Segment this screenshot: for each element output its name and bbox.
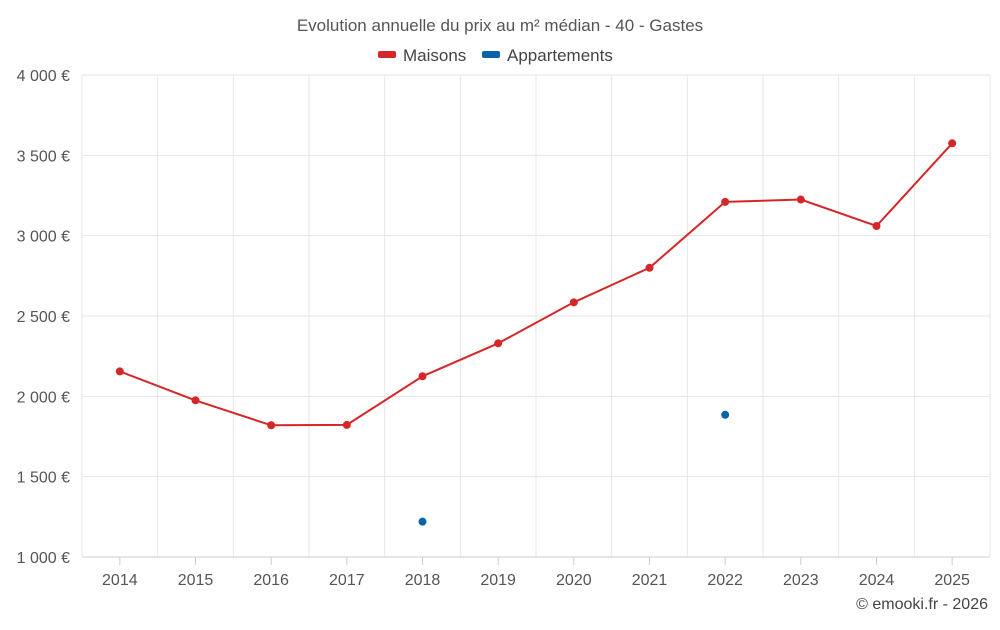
data-point-maisons-2020[interactable] — [569, 298, 578, 307]
legend-item-maisons[interactable]: Maisons — [378, 46, 466, 65]
x-tick-label: 2018 — [405, 572, 441, 589]
x-tick-label: 2017 — [329, 572, 365, 589]
x-tick-label: 2023 — [783, 572, 819, 589]
data-point-maisons-2022[interactable] — [721, 197, 730, 206]
data-point-maisons-2018[interactable] — [418, 372, 427, 381]
data-point-maisons-2017[interactable] — [342, 420, 351, 429]
credit-text: © emooki.fr - 2026 — [856, 596, 988, 613]
legend-label-appartements: Appartements — [507, 46, 613, 65]
axes: 1 000 € 1 500 € 2 000 € 2 500 € 3 000 € 3 500… — [17, 68, 990, 589]
legend-swatch-maisons — [378, 51, 396, 58]
data-point-maisons-2023[interactable] — [796, 195, 805, 204]
data-point-maisons-2019[interactable] — [494, 339, 503, 348]
x-tick-label: 2021 — [632, 572, 668, 589]
data-point-maisons-2021[interactable] — [645, 263, 654, 272]
y-tick-label: 1 000 € — [17, 550, 70, 567]
legend[interactable]: Maisons Appartements — [378, 46, 613, 65]
series — [115, 139, 957, 526]
x-tick-label: 2019 — [480, 572, 516, 589]
data-point-maisons-2015[interactable] — [191, 396, 200, 405]
legend-label-maisons: Maisons — [403, 46, 466, 65]
data-point-maisons-2016[interactable] — [267, 421, 276, 430]
series-line-maisons — [119, 142, 953, 427]
x-tick-label: 2015 — [178, 572, 214, 589]
data-point-appartements-2018[interactable] — [418, 517, 427, 526]
x-tick-label: 2024 — [859, 572, 895, 589]
y-tick-label: 3 500 € — [17, 148, 70, 165]
legend-swatch-appartements — [482, 51, 500, 58]
x-tick-label: 2020 — [556, 572, 592, 589]
chart-title: Evolution annuelle du prix au m² médian … — [297, 16, 703, 35]
legend-item-appartements[interactable]: Appartements — [482, 46, 613, 65]
y-tick-label: 1 500 € — [17, 470, 70, 487]
x-tick-label: 2016 — [253, 572, 289, 589]
y-tick-label: 2 000 € — [17, 389, 70, 406]
data-point-appartements-2022[interactable] — [721, 410, 730, 419]
y-tick-label: 4 000 € — [17, 68, 70, 85]
x-tick-label: 2014 — [102, 572, 138, 589]
data-point-maisons-2024[interactable] — [872, 222, 881, 231]
y-tick-label: 2 500 € — [17, 309, 70, 326]
data-point-maisons-2025[interactable] — [948, 139, 957, 148]
y-tick-label: 3 000 € — [17, 229, 70, 246]
x-tick-label: 2025 — [934, 572, 970, 589]
x-tick-label: 2022 — [707, 572, 743, 589]
data-point-maisons-2014[interactable] — [115, 367, 124, 376]
gridlines — [81, 74, 991, 557]
